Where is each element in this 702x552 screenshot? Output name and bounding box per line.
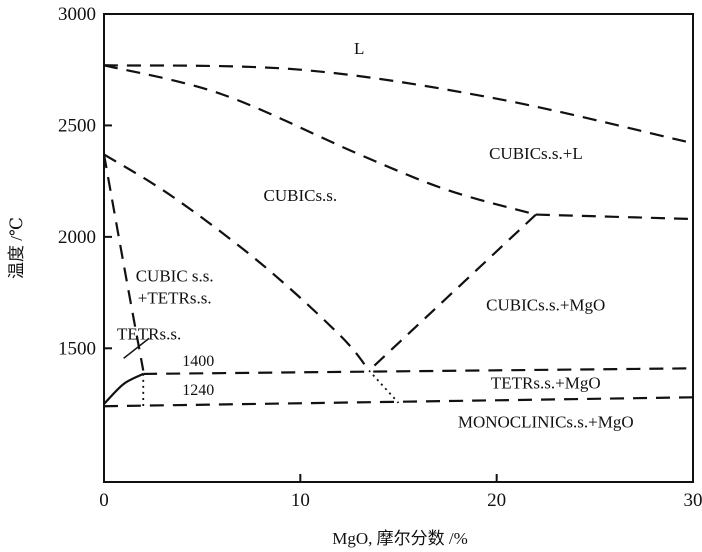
region-label: +TETRs.s. — [138, 289, 212, 308]
plot-frame — [103, 13, 694, 483]
phase-boundary-dashed — [143, 367, 694, 376]
x-tick-label: 10 — [291, 490, 310, 511]
region-label: L — [354, 39, 364, 58]
region-label: TETRs.s. — [117, 324, 181, 343]
x-tick-label: 30 — [684, 490, 702, 511]
phase-boundary-dashed — [535, 213, 694, 221]
isotherm-label: 1400 — [182, 353, 214, 370]
label-pointer — [123, 337, 150, 359]
phase-boundary-dashed — [103, 153, 370, 372]
y-tick-label: 2500 — [58, 115, 96, 136]
region-label: MONOCLINICs.s.+MgO — [458, 412, 634, 431]
y-axis-title: 温度 /℃ — [7, 217, 26, 279]
y-tick-label: 3000 — [58, 4, 96, 25]
region-label: CUBICs.s.+MgO — [486, 295, 605, 314]
region-label: CUBICs.s.+L — [489, 144, 583, 163]
phase-boundary-dashed — [103, 64, 694, 145]
y-tick-label: 1500 — [58, 338, 96, 359]
region-label: CUBICs.s. — [263, 186, 337, 205]
x-tick-label: 20 — [487, 490, 506, 511]
region-labels: L CUBICs.s.+L CUBICs.s. CUBIC s.s. +TETRs.s.… — [117, 39, 634, 431]
isotherm-label: 1240 — [182, 382, 214, 399]
x-axis-title: MgO, 摩尔分数 /% — [332, 529, 468, 548]
phase-boundaries — [102, 64, 694, 408]
region-label: CUBIC s.s. — [136, 266, 214, 285]
phase-boundary-dotted — [368, 369, 400, 404]
phase-boundary-dashed — [103, 396, 694, 408]
axis-ticks: 0 10 20 30 1500 2000 2500 3000 — [58, 4, 702, 511]
x-tick-label: 0 — [99, 490, 109, 511]
phase-boundary-solid — [103, 372, 144, 405]
y-tick-label: 2000 — [58, 227, 96, 248]
phase-boundary-dashed — [103, 64, 537, 216]
phase-boundary-dashed — [368, 213, 537, 372]
region-label: TETRs.s.+MgO — [491, 373, 601, 392]
